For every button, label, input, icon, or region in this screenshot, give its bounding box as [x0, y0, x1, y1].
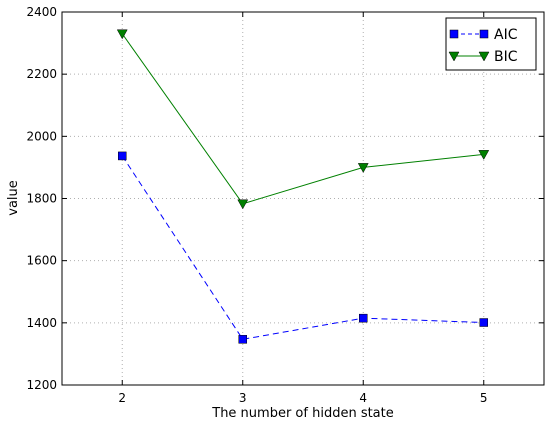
legend-bic-marker — [448, 51, 460, 62]
legend-aic-label: AIC — [494, 27, 518, 43]
x-tick-label: 5 — [480, 391, 488, 405]
y-tick-label: 2400 — [26, 5, 57, 19]
aic-point — [238, 335, 247, 344]
bic-point — [237, 199, 249, 210]
aic-point — [359, 313, 368, 323]
bic-point — [116, 29, 128, 40]
y-tick-label: 1800 — [26, 192, 57, 206]
aic-point — [479, 318, 488, 327]
series-layer — [116, 29, 490, 344]
aic-series-line — [121, 155, 484, 340]
x-axis-label: The number of hidden state — [211, 406, 394, 421]
legend-bic-label: BIC — [494, 49, 518, 65]
legend-box — [445, 17, 537, 71]
x-tick-label: 3 — [239, 391, 247, 405]
y-tick-label: 2000 — [26, 129, 57, 143]
legend-aic-marker — [479, 29, 489, 39]
legend: AIC BIC — [445, 17, 537, 71]
y-tick-label: 1600 — [26, 254, 57, 268]
y-tick-label: 2200 — [26, 67, 57, 81]
bic-point — [357, 163, 369, 173]
legend-aic-marker — [449, 29, 459, 39]
x-tick-label: 4 — [359, 391, 367, 405]
legend-bic-marker — [478, 51, 490, 62]
aic-point — [118, 151, 127, 161]
y-axis-label: value — [6, 180, 21, 216]
bic-series-line — [121, 33, 484, 205]
y-tick-label: 1400 — [26, 316, 57, 330]
y-tick-label: 1200 — [26, 378, 57, 392]
ticks: 2 3 4 5 1200 1400 1600 1800 2000 2200 2400 — [26, 5, 544, 405]
x-tick-label: 2 — [118, 391, 126, 405]
bic-point — [478, 150, 490, 160]
